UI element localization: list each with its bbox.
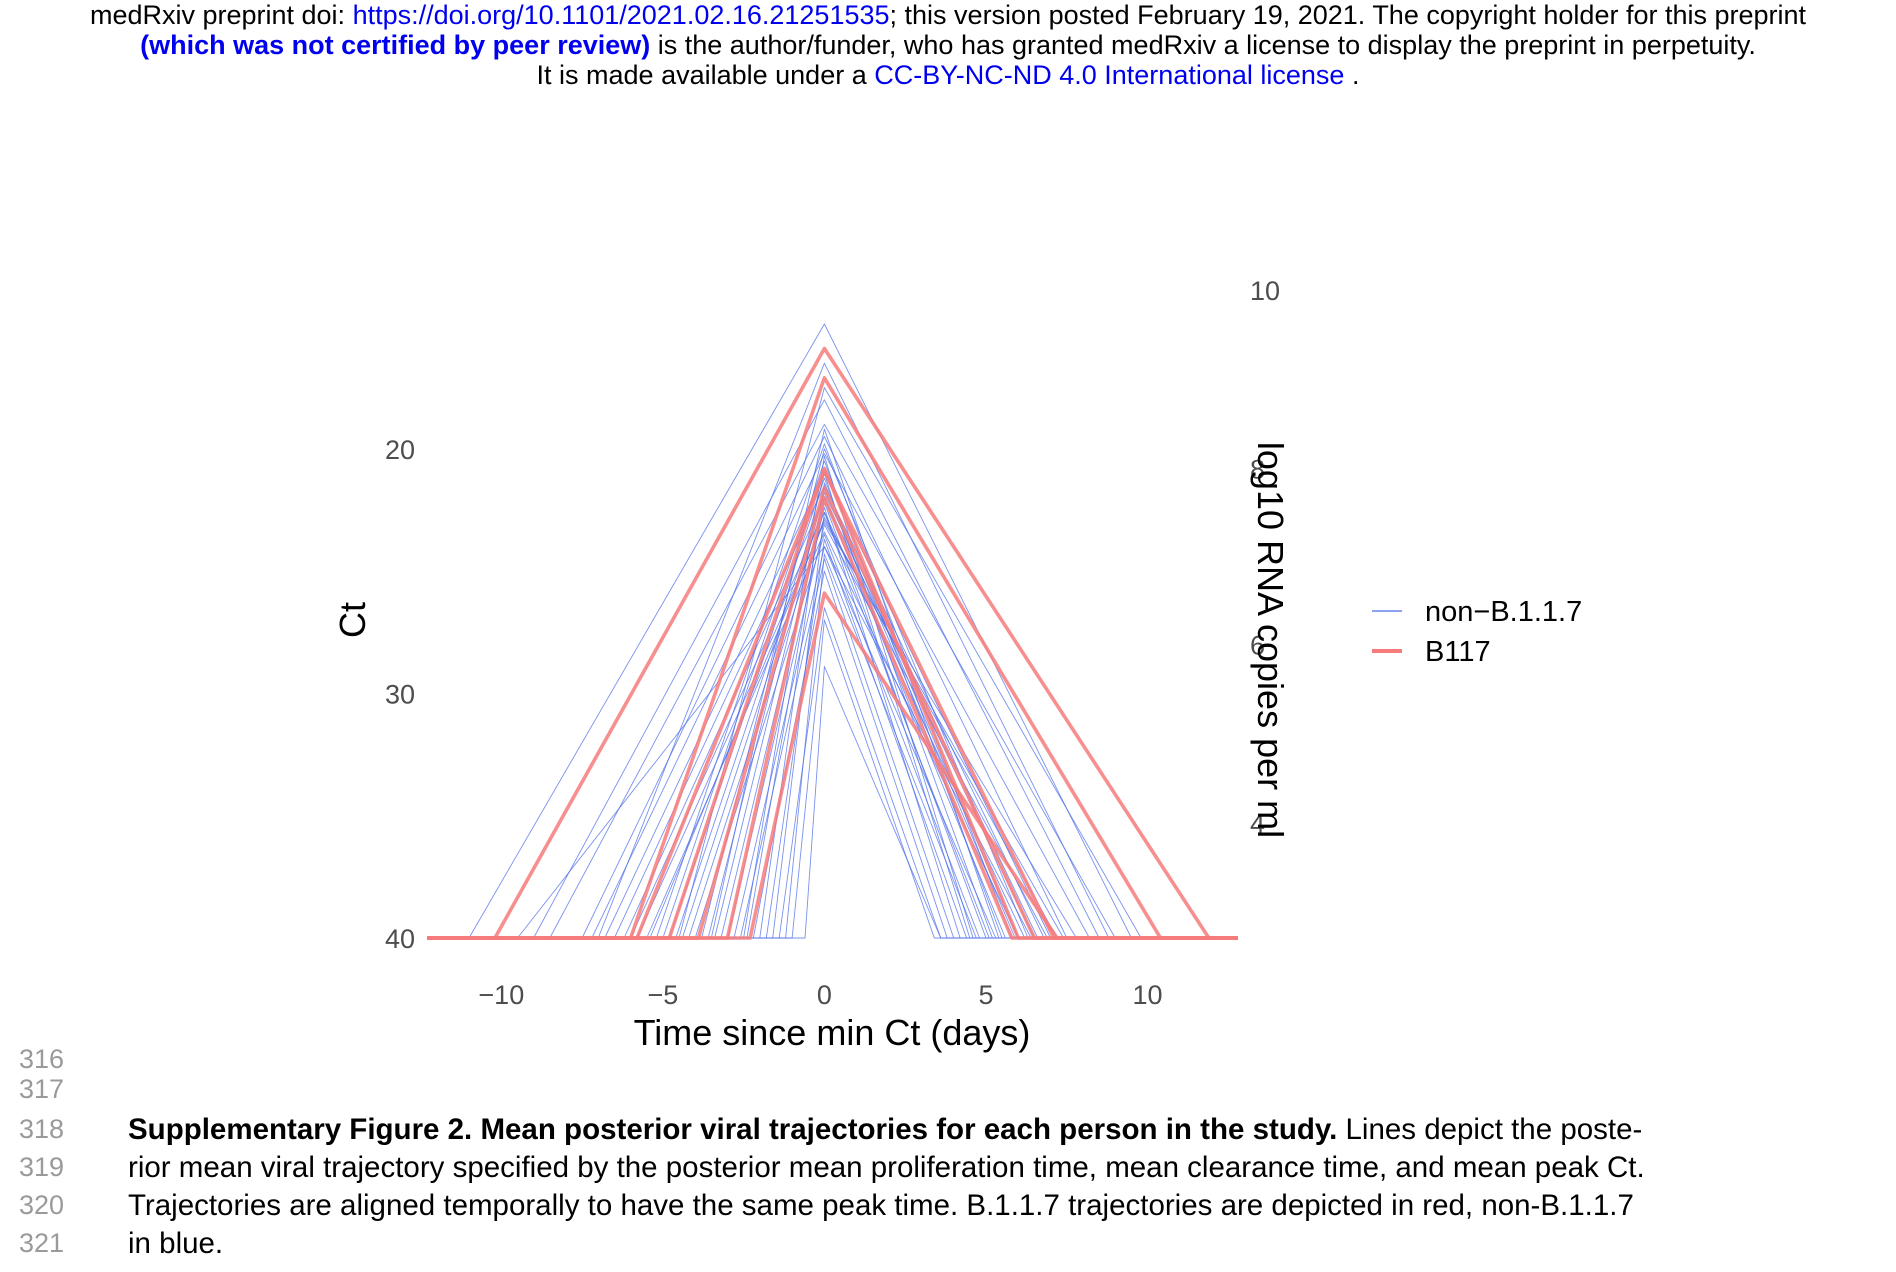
non-b117-trajectory-32 [427,619,1238,939]
non-b117-trajectory-30 [427,607,1238,939]
non-b117-trajectory-13 [427,477,1238,939]
non-b117-trajectory-5 [427,472,1238,939]
non-b117-trajectory-9 [427,521,1238,939]
figure-caption: Supplementary Figure 2. Mean posterior v… [128,1111,1808,1263]
caption-line-3: Trajectories are aligned temporally to h… [128,1189,1634,1222]
license-link[interactable]: CC-BY-NC-ND 4.0 International license [874,60,1345,90]
peer-review-link[interactable]: (which was not certified by peer review) [140,30,651,60]
non-b117-trajectory-21 [427,507,1238,939]
x-tick-label: 0 [817,980,832,1010]
y2-tick-label: 6 [1250,630,1265,660]
x-tick-label: −10 [478,980,524,1010]
y-axis-title: Ct [332,602,373,638]
non-b117-trajectory-14 [427,492,1238,939]
y2-tick-label: 8 [1250,454,1265,484]
non-b117-trajectory-6 [427,485,1238,939]
non-b117-trajectory-25 [427,497,1238,939]
non-b117-trajectory-35 [427,362,1238,939]
header-line-1: medRxiv preprint doi: https://doi.org/10… [0,0,1896,30]
non-b117-trajectory-36 [427,387,1238,939]
line-number: 319 [18,1152,64,1182]
caption-line-2: rior mean viral trajectory specified by … [128,1151,1645,1184]
line-number: 318 [18,1114,64,1144]
non-b117-trajectories [427,323,1238,939]
header-line-3: It is made available under a CC-BY-NC-ND… [0,60,1896,90]
header-license-suffix: . [1344,60,1360,90]
non-b117-trajectory-27 [427,482,1238,939]
non-b117-trajectory-33 [427,666,1238,939]
y-tick-label: 40 [385,924,415,954]
y2-axis-ticks: 10 8 6 4 [1250,276,1280,839]
non-b117-trajectory-24 [427,558,1238,939]
y2-axis-title: log10 RNA copies per ml [1250,442,1291,838]
b117-trajectories [427,346,1238,940]
b117-trajectory-5 [427,495,1238,940]
legend-label-b117: B117 [1425,636,1491,668]
non-b117-trajectory-1 [427,399,1238,939]
non-b117-trajectory-29 [427,511,1238,939]
line-number: 320 [18,1190,64,1220]
preprint-header: medRxiv preprint doi: https://doi.org/10… [0,0,1896,90]
non-b117-trajectory-26 [427,570,1238,939]
line-number: 316 [18,1044,64,1074]
y2-tick-label: 10 [1250,276,1280,306]
b117-trajectory-6 [427,591,1238,940]
caption-title: Supplementary Figure 2. Mean posterior v… [128,1113,1338,1146]
non-b117-trajectory-7 [427,497,1238,939]
line-number: 317 [18,1074,64,1104]
header-doi-prefix: medRxiv preprint doi: [89,0,353,30]
line-number: 321 [18,1228,64,1258]
non-b117-trajectory-10 [427,531,1238,939]
b117-trajectory-1 [427,375,1238,940]
y2-tick-label: 4 [1250,809,1265,839]
non-b117-trajectory-31 [427,553,1238,939]
header-line-2: (which was not certified by peer review)… [0,30,1896,60]
x-tick-label: −5 [647,980,678,1010]
x-axis-ticks: −10 −5 0 5 10 [478,980,1162,1010]
non-b117-trajectory-28 [427,538,1238,939]
caption-line-1: Supplementary Figure 2. Mean posterior v… [128,1111,1808,1149]
doi-link[interactable]: https://doi.org/10.1101/2021.02.16.21251… [352,0,890,30]
caption-text-1: Lines depict the poste- [1337,1113,1643,1146]
header-license-prefix: It is made available under a [536,60,875,90]
y-axis-ticks: 20 30 40 [385,435,415,954]
non-b117-trajectory-19 [427,472,1238,939]
y-tick-label: 30 [385,679,415,709]
non-b117-trajectory-16 [427,516,1238,939]
x-tick-label: 5 [978,980,993,1010]
y-tick-label: 20 [385,435,415,465]
non-b117-trajectory-22 [427,524,1238,939]
non-b117-trajectory-15 [427,502,1238,939]
x-axis-title: Time since min Ct (days) [634,1012,1031,1053]
x-tick-label: 10 [1133,980,1163,1010]
caption-line-4: in blue. [128,1227,224,1260]
header-doi-suffix: ; this version posted February 19, 2021.… [889,0,1807,30]
legend: non−B.1.1.7 B117 [1372,596,1582,668]
b117-trajectory-2 [427,468,1238,940]
header-license-text: is the author/funder, who has granted me… [650,30,1756,60]
non-b117-trajectory-8 [427,511,1238,939]
legend-label-non-b117: non−B.1.1.7 [1425,596,1582,628]
